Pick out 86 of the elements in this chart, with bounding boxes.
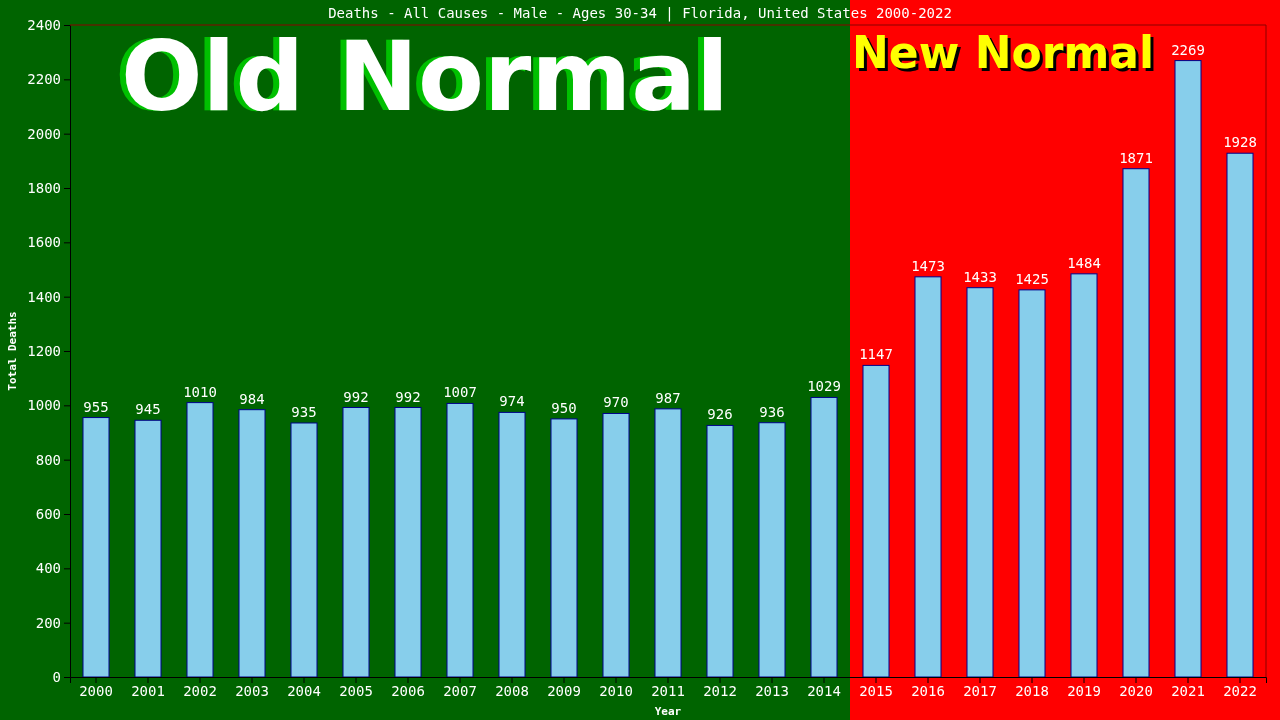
data-label: 1425: [1015, 270, 1049, 287]
data-label: 1473: [911, 257, 945, 274]
y-tick-label: 1600: [27, 234, 61, 251]
x-tick-label: 2000: [79, 682, 113, 699]
y-tick-label: 1800: [27, 179, 61, 196]
band-label: New Normal: [852, 27, 1155, 78]
bar: [654, 408, 682, 678]
data-label: 1147: [859, 346, 893, 363]
bar: [1070, 273, 1098, 678]
bar: [862, 364, 890, 678]
y-tick-label: 800: [35, 451, 61, 468]
bar: [966, 287, 994, 678]
data-label: 950: [551, 399, 577, 416]
bar: [134, 419, 162, 678]
data-label: 955: [83, 398, 109, 415]
y-tick-label: 1000: [27, 397, 61, 414]
bar: [446, 402, 474, 678]
bar: [550, 418, 578, 678]
data-label: 1433: [963, 268, 997, 285]
data-label: 970: [603, 394, 629, 411]
y-tick-label: 600: [35, 505, 61, 522]
data-label: 936: [759, 403, 785, 420]
x-axis-title: Year: [654, 705, 682, 718]
x-tick-label: 2007: [443, 682, 477, 699]
y-tick-label: 200: [35, 614, 61, 631]
x-tick-label: 2014: [807, 682, 841, 699]
bar: [498, 411, 526, 678]
x-tick-label: 2001: [131, 682, 165, 699]
band-label: Old Normal: [120, 21, 730, 133]
bar: [394, 407, 422, 678]
bar: [1174, 60, 1202, 678]
data-label: 945: [135, 401, 161, 418]
data-label: 1010: [183, 383, 217, 400]
y-tick-label: 1200: [27, 342, 61, 359]
bar: [706, 424, 734, 678]
data-label: 992: [343, 388, 369, 405]
bar: [1018, 289, 1046, 678]
bar: [758, 422, 786, 678]
data-label: 2269: [1171, 41, 1205, 58]
bar: [810, 396, 838, 678]
x-tick-label: 2022: [1223, 682, 1257, 699]
x-tick-label: 2006: [391, 682, 425, 699]
data-label: 974: [499, 393, 525, 410]
x-tick-label: 2018: [1015, 682, 1049, 699]
data-label: 926: [707, 406, 733, 423]
bar: [238, 409, 266, 678]
bar: [602, 412, 630, 678]
bar: [342, 407, 370, 678]
x-tick-label: 2004: [287, 682, 321, 699]
data-label: 1928: [1223, 134, 1257, 151]
x-tick-label: 2012: [703, 682, 737, 699]
x-tick-label: 2017: [963, 682, 997, 699]
x-tick-label: 2020: [1119, 682, 1153, 699]
data-label: 935: [291, 403, 317, 420]
bar: [186, 402, 214, 678]
x-tick-label: 2010: [599, 682, 633, 699]
y-tick-label: 2000: [27, 125, 61, 142]
x-tick-label: 2011: [651, 682, 685, 699]
y-tick-label: 1400: [27, 288, 61, 305]
y-tick-label: 2400: [27, 16, 61, 33]
x-tick-label: 2005: [339, 682, 373, 699]
x-tick-label: 2002: [183, 682, 217, 699]
data-label: 1029: [807, 378, 841, 395]
data-label: 984: [239, 390, 265, 407]
bar: [82, 417, 110, 678]
bar: [1226, 152, 1254, 678]
bar: [914, 276, 942, 678]
x-tick-label: 2016: [911, 682, 945, 699]
y-tick-label: 2200: [27, 71, 61, 88]
y-tick-label: 0: [52, 668, 61, 685]
x-tick-label: 2015: [859, 682, 893, 699]
x-tick-label: 2003: [235, 682, 269, 699]
data-label: 1871: [1119, 149, 1153, 166]
data-label: 1484: [1067, 254, 1101, 271]
x-tick-label: 2021: [1171, 682, 1205, 699]
bar: [290, 422, 318, 678]
x-tick-label: 2008: [495, 682, 529, 699]
y-tick-label: 400: [35, 560, 61, 577]
data-label: 987: [655, 389, 681, 406]
data-label: 992: [395, 388, 421, 405]
bar: [1122, 168, 1150, 678]
x-tick-label: 2019: [1067, 682, 1101, 699]
y-axis-title: Total Deaths: [6, 311, 19, 391]
x-tick-label: 2009: [547, 682, 581, 699]
x-tick-label: 2013: [755, 682, 789, 699]
data-label: 1007: [443, 384, 477, 401]
